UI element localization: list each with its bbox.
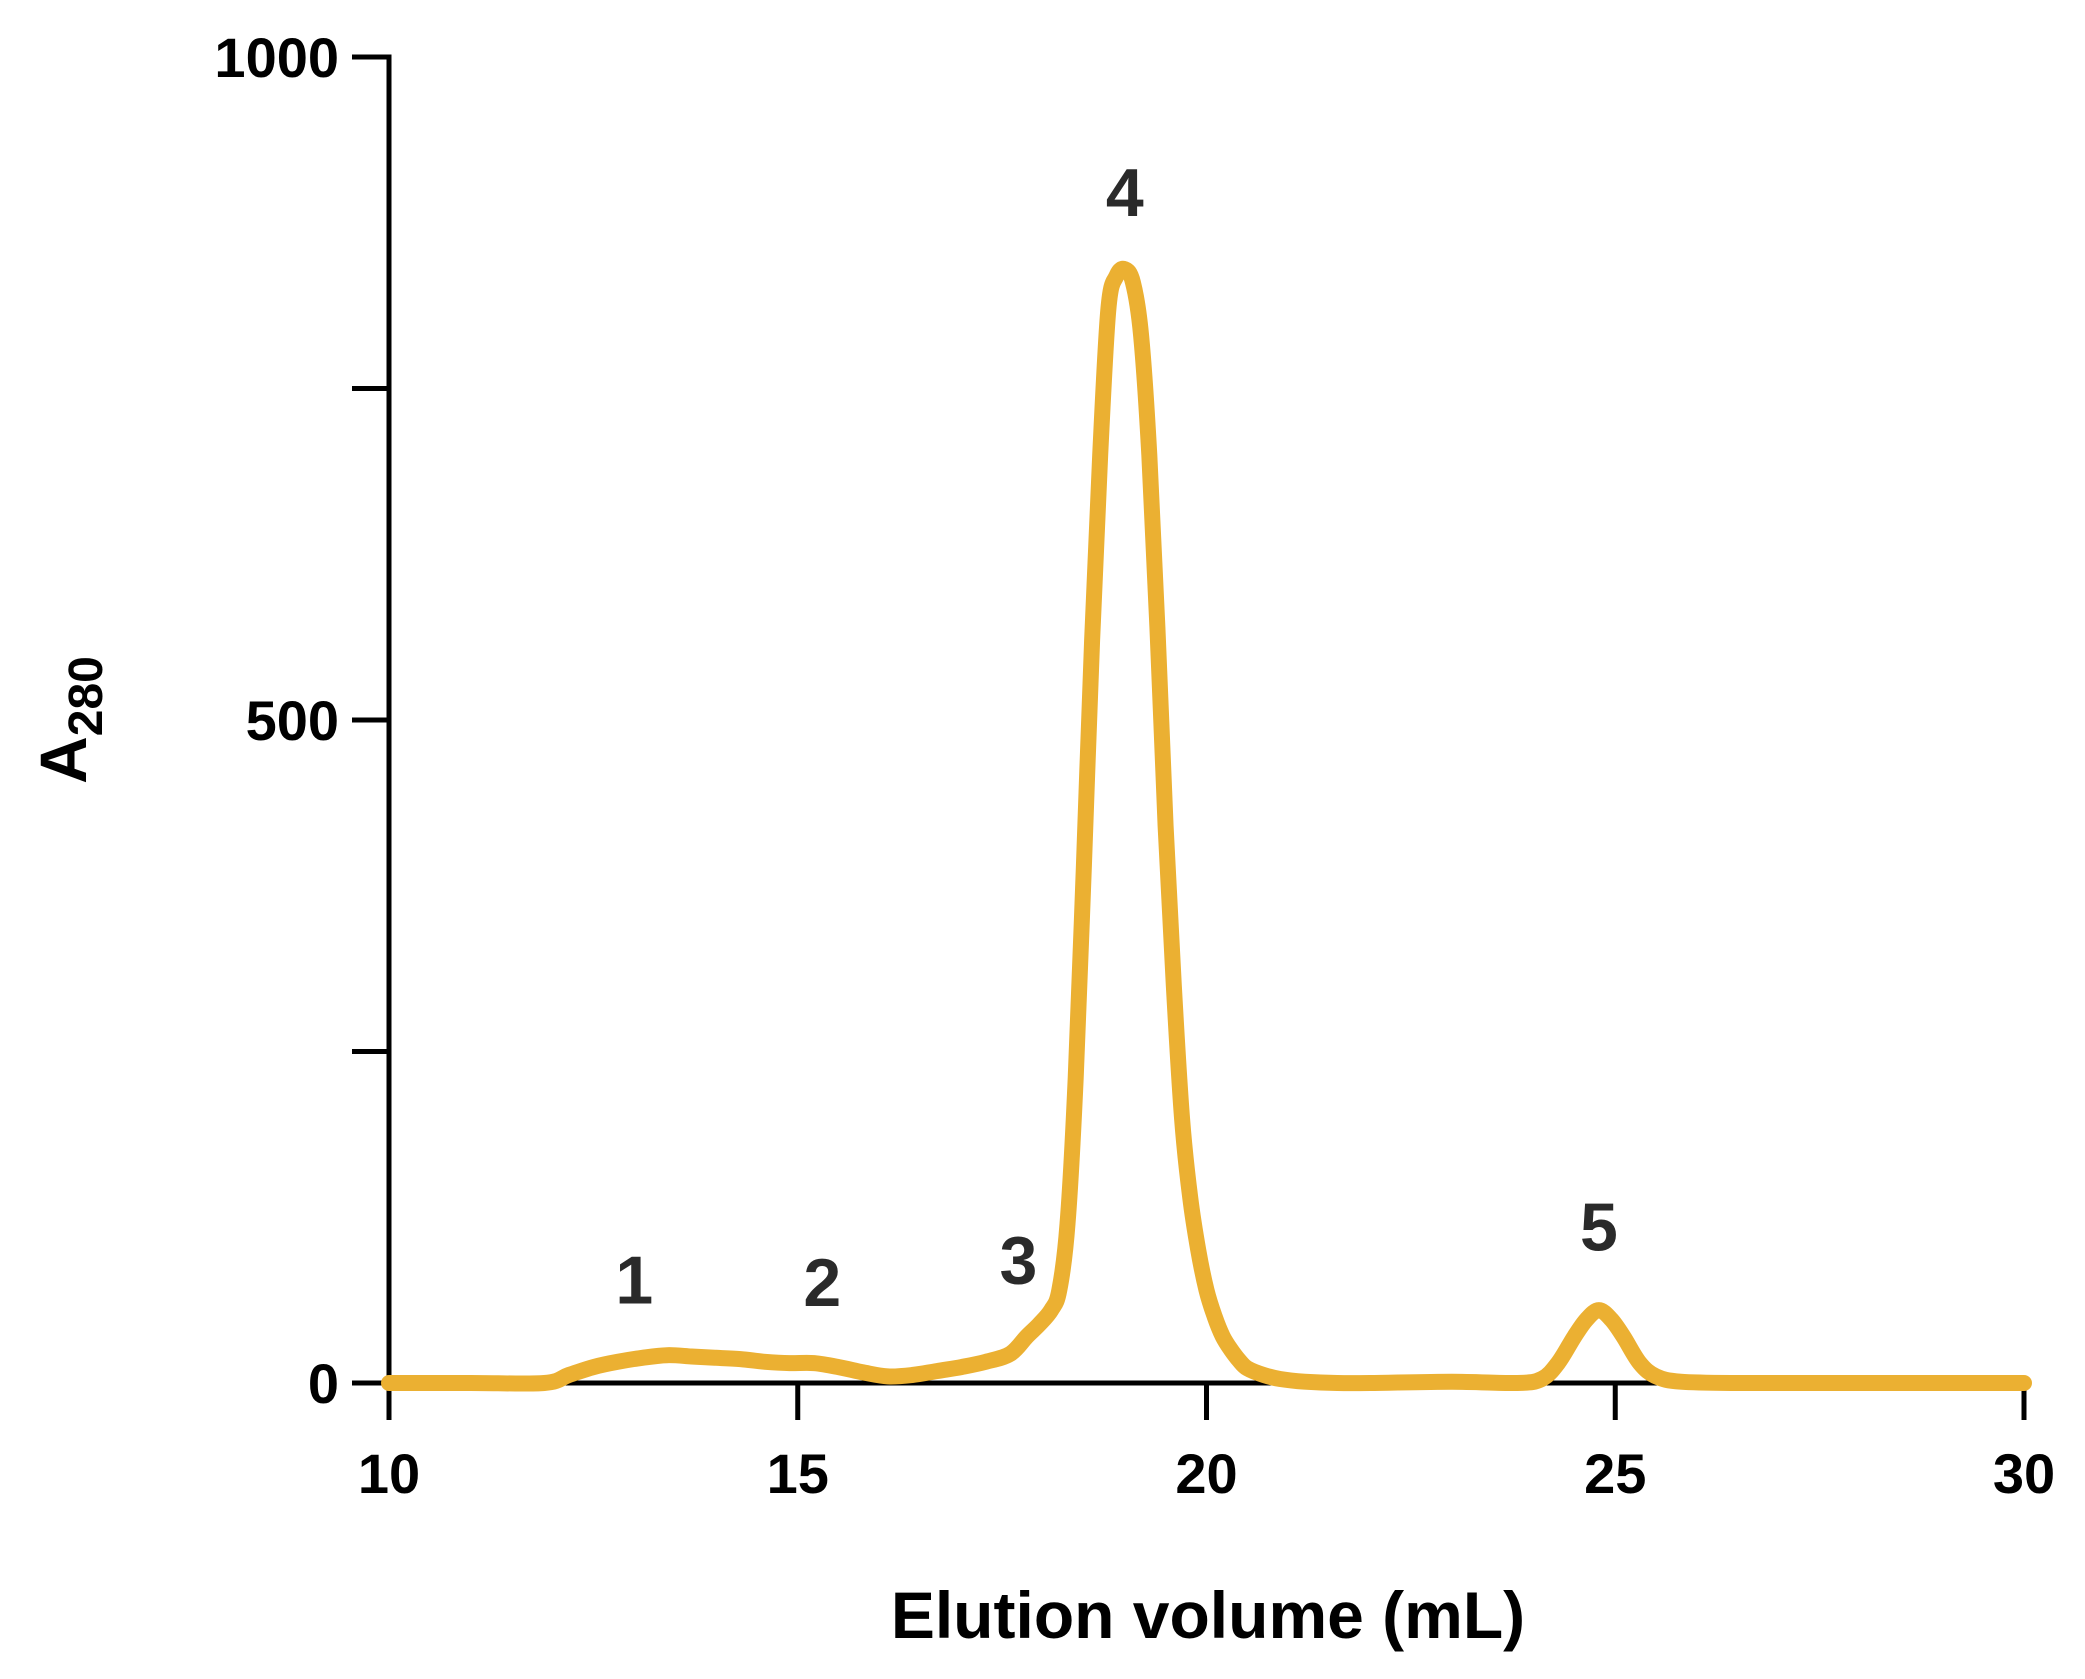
peak-label-4: 4 bbox=[1106, 155, 1144, 231]
y-ticks: 0 500 1000 bbox=[214, 26, 389, 1415]
x-tick-label: 10 bbox=[358, 1442, 420, 1505]
y-axis-title-subscript: 280 bbox=[60, 656, 113, 736]
y-axis-title-main: A bbox=[26, 736, 100, 784]
x-tick-label: 30 bbox=[1993, 1442, 2055, 1505]
peak-label-2: 2 bbox=[803, 1245, 841, 1321]
x-ticks: 10 15 20 25 30 bbox=[358, 1383, 2055, 1505]
elution-trace-line bbox=[381, 260, 2032, 1392]
peak-label-3: 3 bbox=[1000, 1223, 1038, 1299]
x-tick-label: 15 bbox=[767, 1442, 829, 1505]
axes bbox=[386, 54, 2027, 1386]
peak-label-5: 5 bbox=[1580, 1189, 1618, 1265]
y-tick-label: 1000 bbox=[214, 26, 339, 89]
y-tick-label: 500 bbox=[246, 689, 339, 752]
x-tick-label: 20 bbox=[1175, 1442, 1237, 1505]
x-axis-title: Elution volume (mL) bbox=[891, 1578, 1525, 1652]
y-tick-label: 0 bbox=[308, 1352, 339, 1415]
x-tick-label: 25 bbox=[1584, 1442, 1646, 1505]
y-axis-title: A280 bbox=[26, 656, 113, 784]
peak-labels: 1 2 3 4 5 bbox=[615, 155, 1617, 1321]
peak-label-1: 1 bbox=[615, 1242, 653, 1318]
